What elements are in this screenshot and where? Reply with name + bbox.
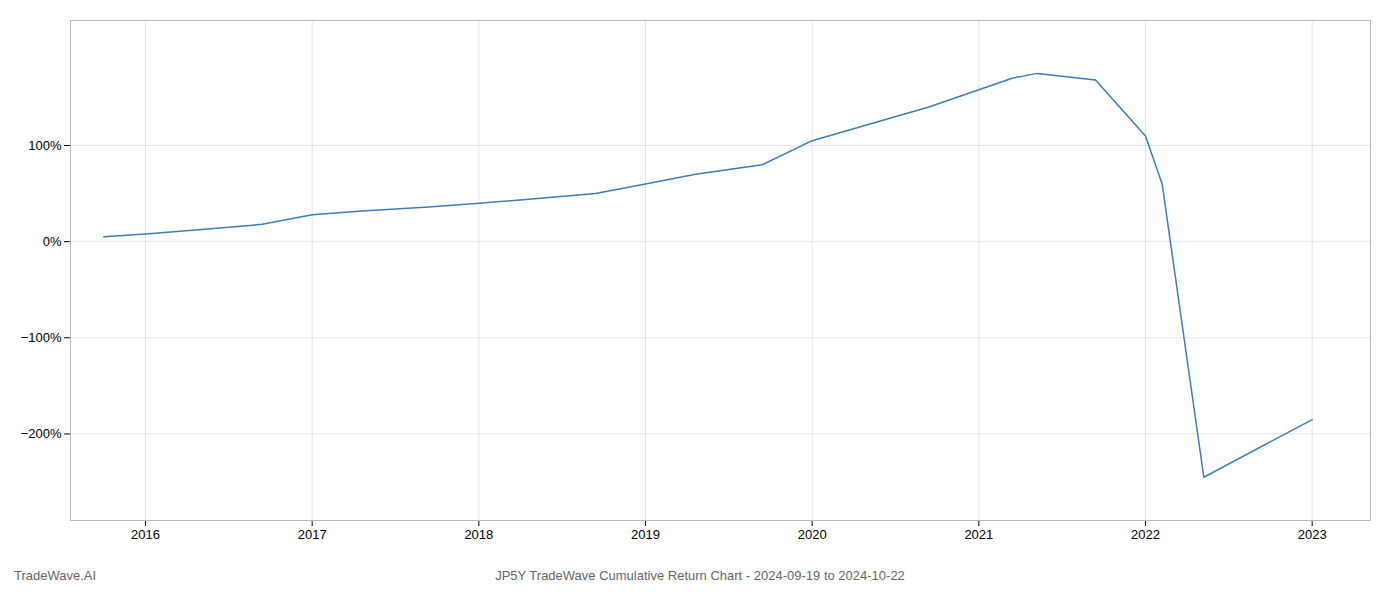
svg-text:2021: 2021 [964, 527, 993, 542]
svg-text:2022: 2022 [1131, 527, 1160, 542]
svg-text:−100%: −100% [21, 330, 62, 345]
svg-text:2019: 2019 [631, 527, 660, 542]
svg-text:100%: 100% [28, 138, 62, 153]
html-text:TradeWave.AI: TradeWave.AI [14, 568, 97, 583]
svg-text:2020: 2020 [798, 527, 827, 542]
svg-text:2023: 2023 [1298, 527, 1327, 542]
html-text:JP5Y TradeWave Cumulative Retu: JP5Y TradeWave Cumulative Return Chart -… [495, 568, 905, 583]
svg-text:2018: 2018 [464, 527, 493, 542]
svg-text:−200%: −200% [21, 426, 62, 441]
svg-text:0%: 0% [43, 234, 62, 249]
svg-text:2016: 2016 [131, 527, 160, 542]
svg-text:2017: 2017 [298, 527, 327, 542]
